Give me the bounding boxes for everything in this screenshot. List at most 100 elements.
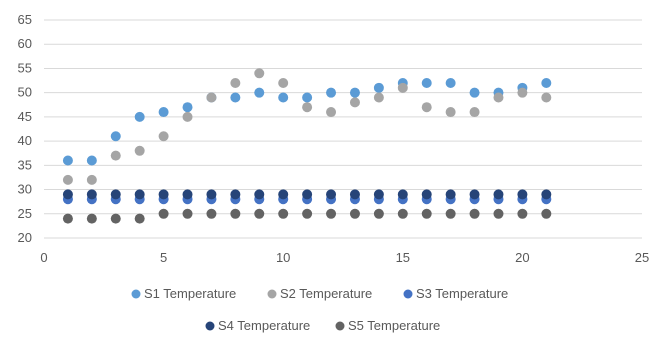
data-point <box>326 189 337 200</box>
data-point <box>397 189 408 200</box>
data-point <box>62 174 73 185</box>
data-point <box>302 189 313 200</box>
data-point <box>110 131 121 142</box>
y-tick-label: 40 <box>18 133 32 148</box>
legend-marker <box>267 289 277 299</box>
data-point <box>278 208 289 219</box>
data-point <box>326 87 337 98</box>
legend-marker <box>335 321 345 331</box>
data-point <box>182 208 193 219</box>
data-point <box>62 189 73 200</box>
legend-label: S4 Temperature <box>218 318 310 333</box>
legend-label: S1 Temperature <box>144 286 236 301</box>
legend-item: S1 Temperature <box>131 286 236 301</box>
data-point <box>541 92 552 103</box>
y-tick-label: 45 <box>18 109 32 124</box>
data-point <box>349 97 360 108</box>
data-point <box>206 189 217 200</box>
data-point <box>110 213 121 224</box>
legend-label: S5 Temperature <box>348 318 440 333</box>
data-point <box>158 107 169 118</box>
data-point <box>302 208 313 219</box>
data-point <box>86 174 97 185</box>
data-point <box>206 92 217 103</box>
y-tick-label: 35 <box>18 157 32 172</box>
data-point <box>158 189 169 200</box>
data-point <box>517 87 528 98</box>
data-point <box>541 77 552 88</box>
data-point <box>469 208 480 219</box>
series-5 <box>62 208 552 224</box>
series-2 <box>62 68 552 185</box>
data-point <box>397 82 408 93</box>
legend-item: S3 Temperature <box>403 286 508 301</box>
data-point <box>134 189 145 200</box>
data-point <box>86 213 97 224</box>
series-4 <box>62 189 552 200</box>
data-point <box>349 87 360 98</box>
legend: S1 Temperature S2 Temperature S3 Temperatu… <box>131 286 508 333</box>
data-point <box>230 208 241 219</box>
y-tick-label: 60 <box>18 36 32 51</box>
data-point <box>206 208 217 219</box>
data-points <box>62 68 552 224</box>
data-point <box>254 189 265 200</box>
data-point <box>254 208 265 219</box>
legend-marker <box>131 289 141 299</box>
data-point <box>62 155 73 166</box>
data-point <box>373 82 384 93</box>
data-point <box>493 189 504 200</box>
y-tick-label: 65 <box>18 12 32 27</box>
y-tick-label: 30 <box>18 182 32 197</box>
data-point <box>421 189 432 200</box>
y-tick-label: 55 <box>18 60 32 75</box>
data-point <box>302 102 313 113</box>
data-point <box>254 68 265 79</box>
data-point <box>182 189 193 200</box>
data-point <box>62 213 73 224</box>
data-point <box>421 102 432 113</box>
data-point <box>182 102 193 113</box>
data-point <box>110 189 121 200</box>
data-point <box>517 208 528 219</box>
data-point <box>421 208 432 219</box>
axes: 20 25 30 35 40 45 50 55 60 65 0 5 10 15 20 25 <box>18 12 650 265</box>
legend-item: S4 Temperature <box>205 318 310 333</box>
x-tick-label: 10 <box>276 250 290 265</box>
data-point <box>445 107 456 118</box>
data-point <box>302 92 313 103</box>
data-point <box>445 208 456 219</box>
data-point <box>373 189 384 200</box>
data-point <box>493 208 504 219</box>
data-point <box>445 189 456 200</box>
data-point <box>134 213 145 224</box>
data-point <box>373 92 384 103</box>
data-point <box>230 77 241 88</box>
x-tick-label: 25 <box>635 250 649 265</box>
data-point <box>469 87 480 98</box>
data-point <box>541 189 552 200</box>
data-point <box>326 208 337 219</box>
data-point <box>86 189 97 200</box>
data-point <box>326 107 337 118</box>
data-point <box>373 208 384 219</box>
y-tick-label: 20 <box>18 230 32 245</box>
legend-marker <box>205 321 215 331</box>
x-tick-label: 5 <box>160 250 167 265</box>
x-tick-label: 15 <box>396 250 410 265</box>
y-tick-label: 25 <box>18 206 32 221</box>
data-point <box>134 145 145 156</box>
data-point <box>421 77 432 88</box>
legend-item: S2 Temperature <box>267 286 372 301</box>
data-point <box>182 111 193 122</box>
data-point <box>230 92 241 103</box>
data-point <box>110 150 121 161</box>
data-point <box>158 208 169 219</box>
data-point <box>158 131 169 142</box>
data-point <box>134 111 145 122</box>
data-point <box>278 189 289 200</box>
data-point <box>349 189 360 200</box>
data-point <box>397 208 408 219</box>
